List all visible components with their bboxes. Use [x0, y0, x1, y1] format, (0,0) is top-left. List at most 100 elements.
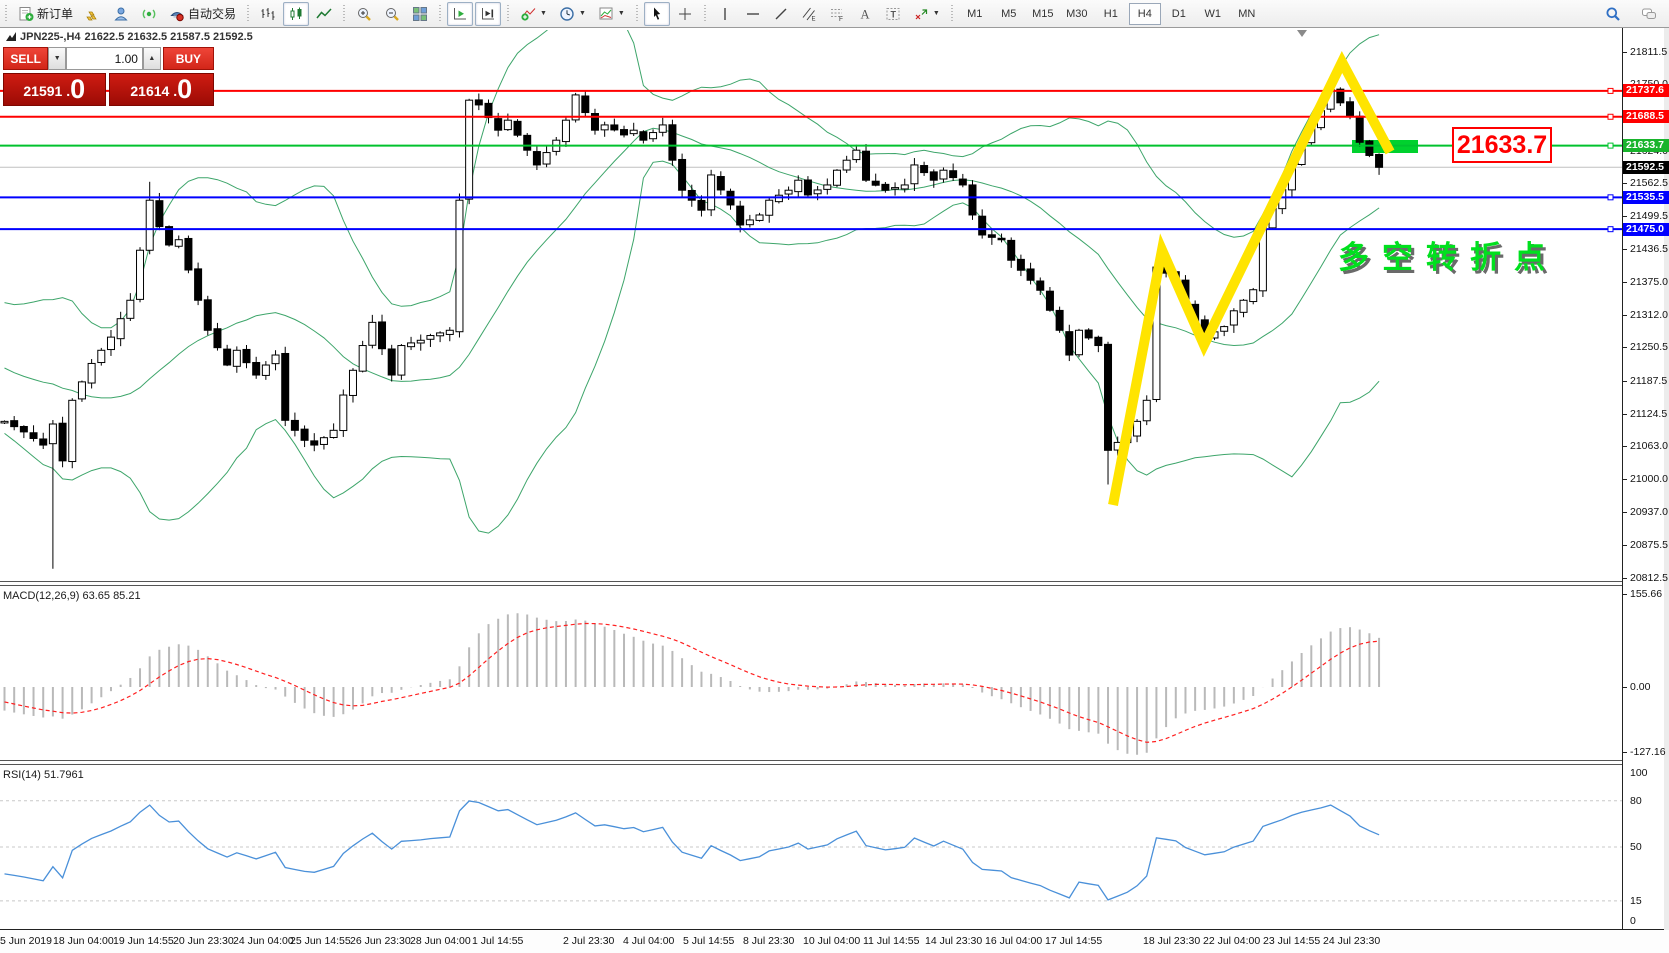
arrows-button[interactable]: ▼ [908, 2, 945, 26]
chart-title: JPN225-,H4 21622.5 21632.5 21587.5 21592… [6, 31, 253, 43]
toolbar-group-handle[interactable] [634, 4, 640, 23]
buy-button[interactable]: BUY [162, 47, 214, 70]
macd-label: MACD(12,26,9) 63.65 85.21 [3, 590, 141, 602]
ohlc-readout: 21622.5 21632.5 21587.5 21592.5 [84, 31, 253, 43]
time-axis-label: 18 Jul 23:30 [1143, 935, 1201, 947]
volume-decrease-button[interactable]: ▼ [48, 47, 67, 70]
sell-price-panel[interactable]: 21591 .0 [3, 73, 106, 106]
candlestick-chart-button[interactable] [283, 1, 310, 26]
macd-tick-mark [1622, 752, 1627, 753]
buy-price-panel[interactable]: 21614 .0 [108, 73, 214, 106]
signals-button[interactable] [136, 2, 162, 26]
chart-shift-button[interactable] [475, 1, 502, 26]
text-button[interactable]: A [852, 2, 878, 26]
history-center-button[interactable] [80, 2, 106, 26]
time-axis-label: 2 Jul 23:30 [563, 935, 615, 947]
time-axis-label: 24 Jun 04:00 [233, 935, 294, 947]
chart-shift-marker-icon[interactable] [1297, 30, 1307, 37]
price-annotation-box[interactable]: 21633.7 [1452, 127, 1552, 163]
profile-button[interactable] [108, 2, 134, 26]
dropdown-caret-icon[interactable]: ▼ [932, 10, 940, 17]
time-axis-label: 25 Jun 14:55 [290, 935, 351, 947]
periods-button[interactable]: ▼ [554, 2, 591, 26]
price-tick-mark [1622, 249, 1627, 251]
timeframe-m15-button[interactable]: M15 [1032, 7, 1054, 20]
tile-windows-button[interactable] [407, 2, 433, 26]
price-tick-label: 21499.5 [1630, 210, 1668, 223]
time-axis-label: 17 Jul 14:55 [1045, 935, 1103, 947]
time-axis-label: 4 Jul 04:00 [623, 935, 675, 947]
price-tick-label: 20875.5 [1630, 538, 1668, 551]
equidistant-channel-button[interactable]: E [796, 2, 822, 26]
volume-increase-button[interactable]: ▲ [142, 47, 161, 70]
dropdown-caret-icon[interactable]: ▼ [617, 10, 625, 17]
chat-button[interactable] [1636, 2, 1662, 26]
timeframe-m1-button[interactable]: M1 [967, 7, 983, 20]
tile-icon [412, 6, 428, 22]
autotrading-button[interactable]: 自动交易 [164, 2, 241, 26]
bar-chart-button[interactable] [255, 2, 281, 26]
indicators-button[interactable]: ▼ [515, 2, 552, 26]
volume-input[interactable]: 1.00 [66, 47, 143, 70]
neworder-icon [18, 6, 34, 22]
toolbar-group-handle[interactable] [506, 4, 512, 23]
rsi-pane-splitter[interactable] [0, 760, 1622, 765]
price-tick-mark [1622, 578, 1627, 579]
line-chart-button[interactable] [311, 2, 337, 26]
toolbar-group-handle[interactable] [438, 4, 444, 23]
toolbar-right [1599, 2, 1669, 26]
zoomin-icon [356, 6, 372, 22]
channel-icon: E [801, 6, 817, 22]
trendline-button[interactable] [768, 2, 794, 26]
timeframe-h4-button[interactable]: H4 [1128, 2, 1161, 25]
vertical-line-button[interactable] [712, 2, 738, 26]
timeframe-h1-button[interactable]: H1 [1103, 7, 1118, 20]
time-axis-label: 26 Jun 23:30 [350, 935, 411, 947]
toolbar-group [631, 0, 699, 27]
dropdown-caret-icon[interactable]: ▼ [540, 10, 547, 17]
cursor-button[interactable] [643, 1, 670, 26]
search-button[interactable] [1600, 2, 1626, 26]
toolbar-group: ▼ ▼ ▼ [502, 0, 631, 27]
toolbar-group-handle[interactable] [702, 4, 708, 23]
price-level-chip: 21535.5 [1623, 190, 1669, 204]
auto-scroll-button[interactable] [447, 1, 474, 26]
text-label-button[interactable]: T [880, 2, 906, 26]
crosshair-button[interactable] [672, 2, 698, 26]
cursor-icon [649, 6, 665, 22]
toolbar-group-handle[interactable] [949, 4, 955, 23]
toolbar-group [242, 0, 338, 27]
timeframe-mn-button[interactable]: MN [1238, 7, 1256, 20]
chart-window: JPN225-,H4 21622.5 21632.5 21587.5 21592… [0, 28, 1669, 953]
timeframe-w1-button[interactable]: W1 [1204, 7, 1222, 20]
macd-tick-mark [1622, 687, 1627, 688]
price-chart[interactable] [0, 28, 1622, 929]
price-tick-mark [1622, 52, 1627, 53]
toolbar-group-handle[interactable] [246, 4, 252, 23]
macd-pane-splitter[interactable] [0, 581, 1622, 586]
price-tick-label: 21250.5 [1630, 341, 1668, 354]
timeframe-d1-button[interactable]: D1 [1171, 7, 1186, 20]
fibonacci-button[interactable]: F [824, 2, 850, 26]
svg-text:E: E [811, 16, 815, 22]
timeframe-m30-button[interactable]: M30 [1066, 7, 1088, 20]
toolbar-group-handle[interactable] [342, 4, 348, 23]
template-icon [598, 6, 614, 22]
rsi-scale-label: 80 [1630, 794, 1642, 807]
toolbar-group-handle[interactable] [4, 4, 9, 23]
timeframe-group: M1 M5 M15 M30 H1 H4 D1 W1 MN [946, 0, 1264, 27]
sell-price-pip: 0 [70, 74, 86, 104]
timeframe-m5-button[interactable]: M5 [1001, 7, 1017, 20]
zoom-in-button[interactable] [351, 2, 377, 26]
rsi-scale-label: 15 [1630, 894, 1642, 907]
sell-button[interactable]: SELL [3, 47, 49, 70]
zoom-out-button[interactable] [379, 2, 405, 26]
horizontal-line-button[interactable] [740, 2, 766, 26]
periods-icon [559, 6, 575, 22]
new-order-button[interactable]: 新订单 [13, 2, 78, 26]
time-axis[interactable]: 5 Jun 2019 18 Jun 04:00 19 Jun 14:55 20 Jun… [0, 930, 1669, 953]
templates-button[interactable]: ▼ [593, 2, 630, 26]
dropdown-caret-icon[interactable]: ▼ [578, 10, 586, 17]
time-axis-line [0, 929, 1669, 930]
time-axis-label: 28 Jun 04:00 [410, 935, 471, 947]
